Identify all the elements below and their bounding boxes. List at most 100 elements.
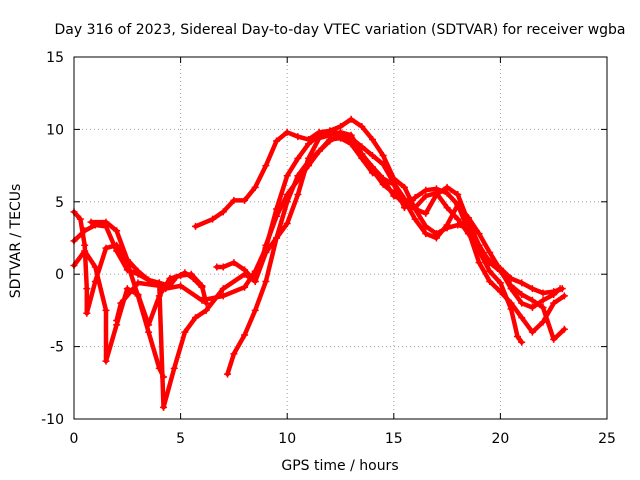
y-tick-label: 0 xyxy=(55,267,64,283)
data-point xyxy=(262,162,270,170)
data-point xyxy=(464,218,472,226)
data-point xyxy=(347,115,355,123)
series-line xyxy=(214,130,567,335)
data-point xyxy=(358,150,366,158)
data-point xyxy=(91,263,99,271)
data-point xyxy=(102,357,110,365)
axes: 0 5 10 15 20 25 -10 -5 0 5 10 15 xyxy=(41,50,616,447)
data-point xyxy=(219,208,227,216)
data-point xyxy=(518,314,526,322)
data-point xyxy=(337,131,344,139)
x-tick-label: 5 xyxy=(176,431,185,447)
data-point xyxy=(368,163,376,171)
data-point xyxy=(145,328,153,336)
data-point xyxy=(134,279,142,287)
y-tick-label: 5 xyxy=(55,195,64,211)
data-point xyxy=(117,299,125,307)
data-point xyxy=(283,220,291,228)
data-point xyxy=(390,179,398,187)
data-point xyxy=(496,288,504,296)
data-point xyxy=(454,191,462,199)
series-line xyxy=(225,132,567,377)
data-point xyxy=(379,151,387,159)
data-point xyxy=(241,331,249,339)
data-point xyxy=(475,259,483,267)
data-point xyxy=(443,221,451,229)
data-point xyxy=(358,143,366,151)
data-point xyxy=(262,241,270,249)
data-point xyxy=(518,338,526,346)
series-line xyxy=(193,117,524,345)
data-point xyxy=(400,183,408,191)
data-point xyxy=(202,299,210,307)
data-point xyxy=(556,285,564,293)
data-point xyxy=(379,175,387,183)
data-point xyxy=(432,234,440,242)
data-point xyxy=(113,317,121,325)
data-point xyxy=(262,277,270,285)
data-point xyxy=(202,306,210,314)
y-tick-label: 15 xyxy=(46,50,64,66)
data-point xyxy=(134,267,142,275)
data-point xyxy=(539,318,547,326)
data-point xyxy=(113,227,121,235)
x-tick-label: 0 xyxy=(70,431,79,447)
data-point xyxy=(550,335,558,343)
data-point xyxy=(454,221,462,229)
data-point xyxy=(294,172,302,180)
data-point xyxy=(411,215,419,223)
series-day-4 xyxy=(70,247,210,365)
data-point xyxy=(145,321,153,329)
data-point xyxy=(518,299,526,307)
data-point xyxy=(496,267,504,275)
x-tick-label: 20 xyxy=(491,431,509,447)
data-point xyxy=(219,292,227,300)
data-point xyxy=(224,370,232,378)
data-point xyxy=(273,234,281,242)
x-tick-label: 25 xyxy=(598,431,616,447)
data-point xyxy=(390,192,398,200)
x-axis-label: GPS time / hours xyxy=(281,458,398,474)
data-point xyxy=(486,248,494,256)
data-point xyxy=(102,218,110,226)
data-point xyxy=(181,328,189,336)
data-point xyxy=(155,282,163,290)
data-point xyxy=(241,196,249,204)
data-point xyxy=(422,186,430,194)
data-point xyxy=(560,292,568,300)
data-point xyxy=(113,247,121,255)
data-point xyxy=(294,133,302,141)
chart-title: Day 316 of 2023, Sidereal Day-to-day VTE… xyxy=(54,22,625,38)
data-point xyxy=(262,248,270,256)
data-point xyxy=(160,403,168,411)
data-point xyxy=(486,267,494,275)
data-point xyxy=(177,272,185,280)
data-point xyxy=(326,137,334,145)
data-point xyxy=(518,279,526,287)
y-axis-label: SDTVAR / TECUs xyxy=(8,184,24,299)
series-day-6 xyxy=(192,115,526,346)
data-point xyxy=(76,215,84,223)
data-point xyxy=(315,147,323,155)
data-point xyxy=(294,191,302,199)
data-point xyxy=(486,259,494,267)
y-tick-label: -5 xyxy=(50,340,64,356)
data-point xyxy=(123,256,131,264)
data-point xyxy=(134,290,142,298)
data-point xyxy=(528,285,536,293)
data-point xyxy=(411,193,419,201)
data-point xyxy=(219,263,227,271)
data-point xyxy=(528,296,536,304)
data-point xyxy=(443,204,451,212)
data-point xyxy=(513,332,521,340)
y-tick-label: 10 xyxy=(46,122,64,138)
data-point xyxy=(87,218,95,226)
x-tick-label: 15 xyxy=(385,431,403,447)
data-point xyxy=(550,299,558,307)
data-point xyxy=(411,205,419,213)
data-point xyxy=(475,230,483,238)
data-point xyxy=(81,247,89,255)
data-point xyxy=(368,151,376,159)
data-point xyxy=(198,282,206,290)
